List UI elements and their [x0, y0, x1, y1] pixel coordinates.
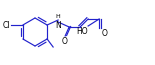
Text: HO: HO: [76, 27, 88, 36]
Text: Cl: Cl: [3, 20, 11, 30]
Text: O: O: [62, 37, 68, 46]
Text: O: O: [102, 28, 108, 38]
Text: N: N: [55, 21, 61, 30]
Text: H: H: [56, 14, 60, 19]
